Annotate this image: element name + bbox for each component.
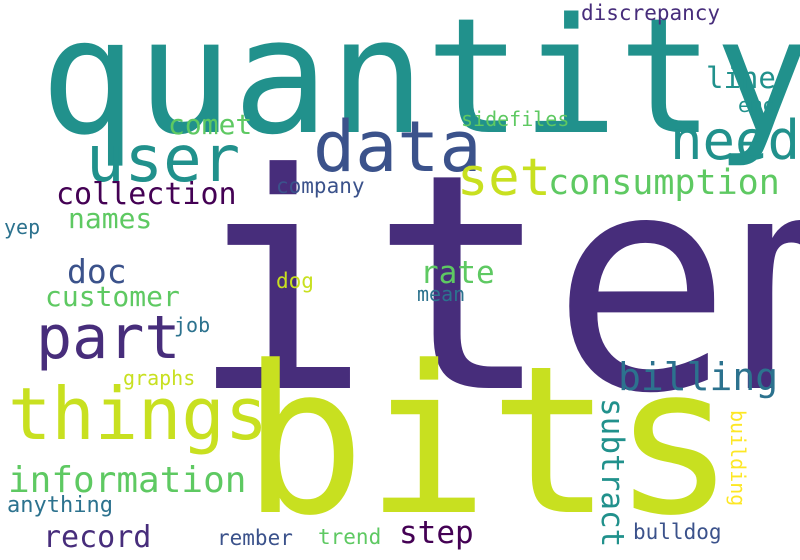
word-customer: customer (45, 280, 180, 313)
word-bits: bits (242, 323, 736, 560)
word-dog: dog (276, 269, 314, 293)
word-set: set (457, 148, 551, 208)
word-rember: rember (217, 526, 293, 550)
word-bulldog: bulldog (633, 520, 722, 544)
word-comet: comet (168, 108, 253, 141)
word-information: information (8, 460, 247, 501)
word-rate: rate (420, 255, 495, 291)
word-billing: billing (618, 355, 779, 399)
word-names: names (68, 202, 153, 235)
word-collection: collection (56, 177, 237, 212)
word-consumption: consumption (548, 163, 780, 203)
word-quantity: quantity (40, 0, 800, 170)
word-yep: yep (4, 215, 41, 239)
word-things: things (8, 372, 269, 456)
word-anything: anything (7, 493, 113, 518)
word-data: data (313, 106, 482, 188)
word-step: step (399, 515, 474, 551)
word-doc: doc (67, 252, 127, 291)
word-graphs: graphs (123, 366, 196, 390)
word-subtract: subtract (594, 398, 630, 548)
word-sidefiles: sidefiles (461, 107, 570, 131)
word-building: building (726, 410, 750, 507)
word-part: part (36, 303, 181, 373)
word-emc: emc (738, 93, 775, 117)
word-trend: trend (318, 525, 382, 549)
word-job: job (174, 313, 211, 337)
word-need: need (670, 109, 800, 172)
word-discrepancy: discrepancy (581, 1, 721, 25)
word-company: company (276, 174, 365, 198)
word-user: user (86, 123, 241, 197)
word-mean: mean (417, 282, 466, 306)
word-line: line (706, 61, 776, 95)
word-record: record (43, 520, 152, 555)
word-item: item (190, 110, 800, 459)
